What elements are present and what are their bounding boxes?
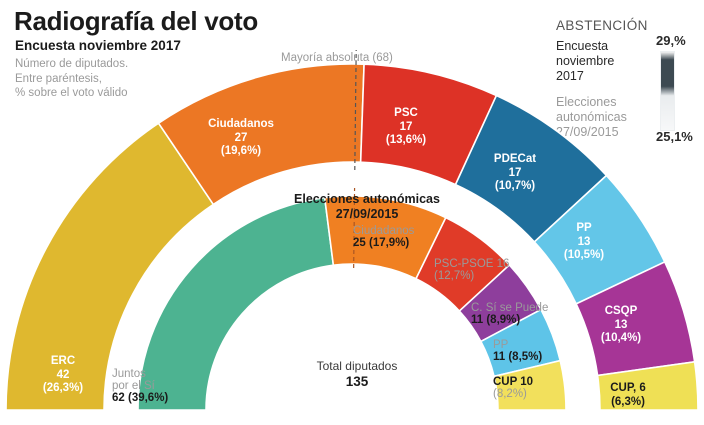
abstention-gradient-bar (660, 51, 675, 131)
inner-ring-title: Elecciones autonómicas 27/09/2015 (252, 192, 482, 222)
legend-entry-encuesta-l1: Encuesta (556, 39, 609, 53)
inner-ring-title-l2: 27/09/2015 (335, 207, 399, 221)
page-title: Radiografía del voto (14, 6, 258, 36)
legend-entry-elecciones-l3: 27/09/2015 (556, 125, 619, 139)
legend-body: Encuesta noviembre 2017 Elecciones auton… (556, 33, 704, 147)
majority-annotation: Mayoría absoluta (68) (281, 52, 393, 64)
legend-entry-encuesta-l3: 2017 (556, 69, 584, 83)
outer-slice-cup-6[interactable] (596, 360, 699, 411)
legend-entry-elecciones: Elecciones autonómicas 27/09/2015 (556, 95, 652, 140)
abstention-legend: ABSTENCIÓN Encuesta noviembre 2017 Elecc… (556, 18, 704, 147)
legend-title: ABSTENCIÓN (556, 18, 648, 33)
note-line-2: Entre paréntesis, (15, 72, 102, 85)
center-total-caption: Total diputados (316, 359, 398, 373)
center-total-value: 135 (262, 374, 452, 390)
inner-slice-juntos-por-el-s[interactable] (137, 196, 335, 411)
majority-marker-inner (353, 188, 356, 269)
majority-marker-outer (354, 50, 357, 171)
abstention-value-encuesta: 29,% (656, 33, 686, 48)
legend-entry-encuesta: Encuesta noviembre 2017 (556, 39, 652, 84)
note-line-3: % sobre el voto válido (15, 87, 128, 99)
inner-slice-cup[interactable] (493, 359, 567, 411)
note-line-1: Número de diputados. (15, 58, 129, 70)
inner-ring-title-l1: Elecciones autonómicas (294, 192, 440, 206)
legend-entry-encuesta-l2: noviembre (556, 54, 615, 68)
legend-entry-elecciones-l1: Elecciones (556, 95, 617, 109)
page-subtitle: Encuesta noviembre 2017 (15, 38, 181, 53)
abstention-value-elecciones: 25,1% (656, 129, 693, 144)
center-total-label: Total diputados 135 (262, 358, 452, 390)
legend-entry-elecciones-l2: autonómicas (556, 110, 627, 124)
chart-note: Número de diputados. Entre paréntesis, %… (15, 57, 128, 101)
outer-ring-segments (5, 63, 699, 411)
inner-ring-segments (137, 195, 567, 411)
center-total-number: 135 (345, 374, 369, 389)
